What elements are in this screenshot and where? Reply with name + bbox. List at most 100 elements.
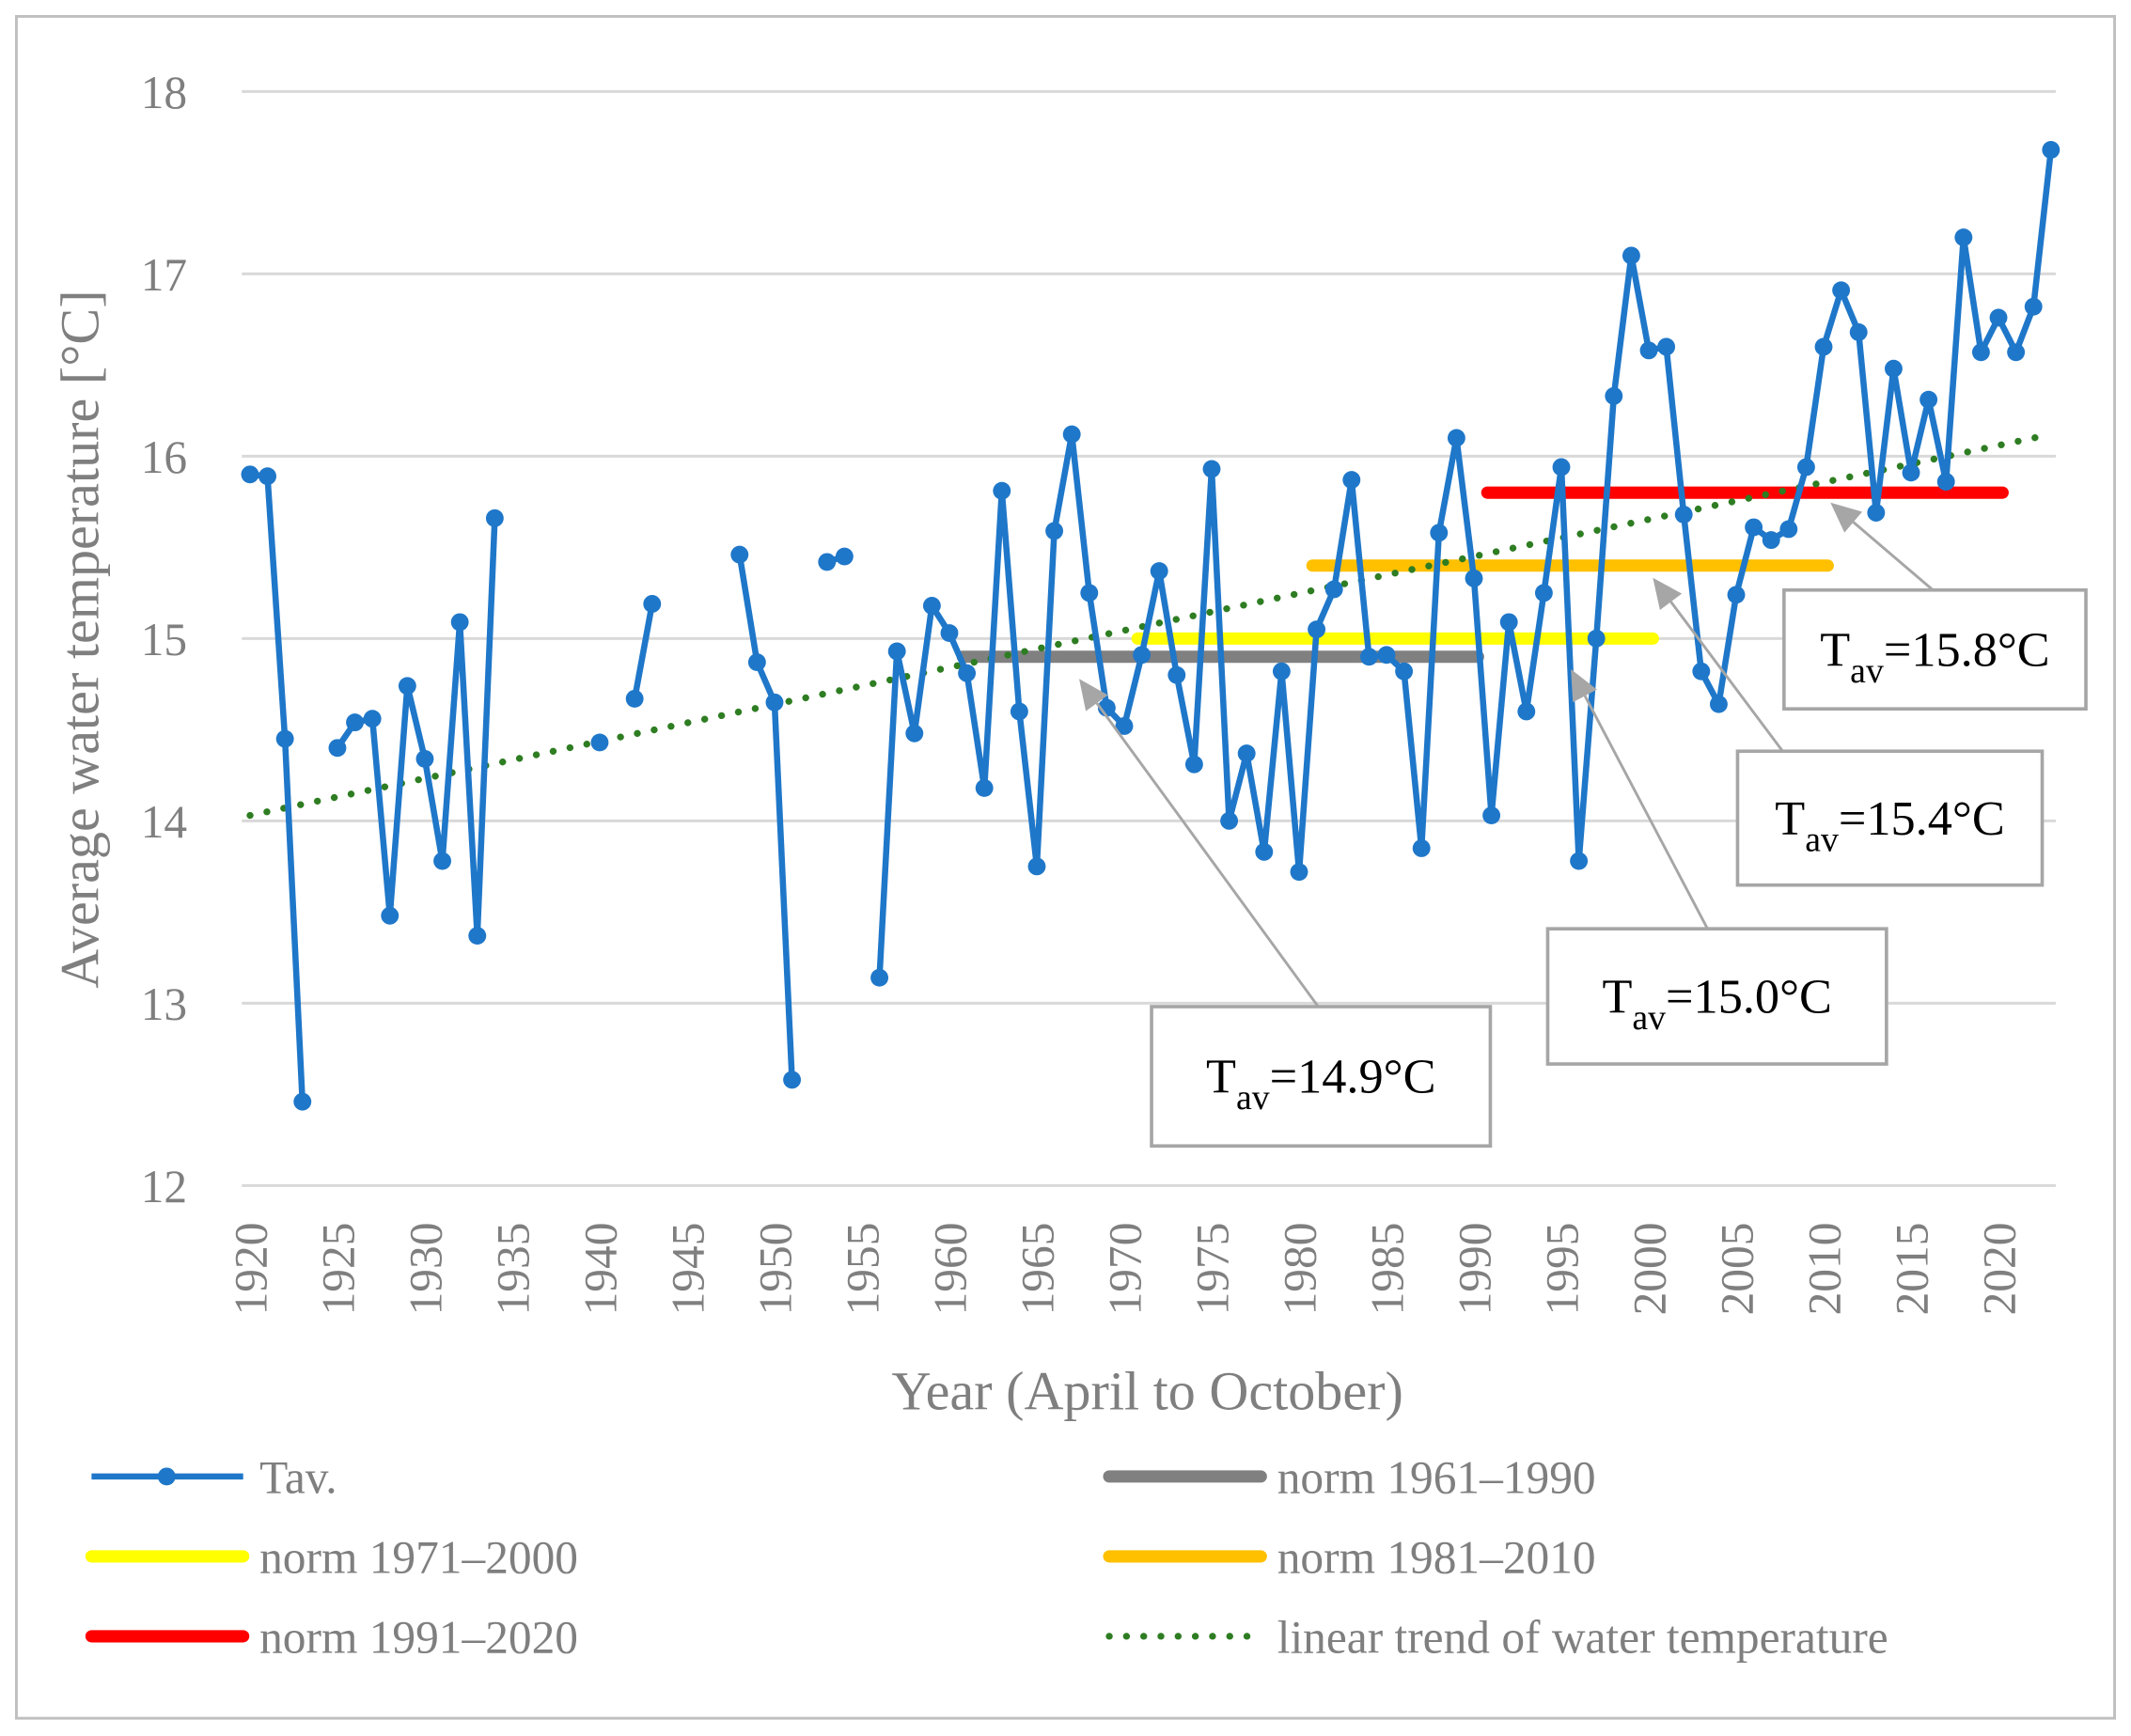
data-point-2022 (2024, 297, 2043, 316)
data-point-1929 (398, 677, 416, 696)
data-point-1965 (1027, 857, 1046, 876)
data-point-2000 (1639, 341, 1658, 360)
annotation-arrow-line (1852, 521, 1935, 591)
legend-marker-tav (157, 1467, 176, 1486)
annotation-label: Tav=15.0°C (1602, 970, 1831, 1038)
data-point-1990 (1465, 569, 1483, 587)
data-point-1953 (818, 553, 837, 571)
data-point-2003 (1692, 662, 1711, 680)
data-point-1943 (643, 595, 662, 613)
x-tick-label: 1940 (574, 1223, 626, 1316)
x-tick-label: 1920 (225, 1223, 276, 1316)
x-tick-label: 1945 (662, 1223, 713, 1316)
data-point-1994 (1534, 584, 1553, 602)
data-point-1920 (241, 465, 259, 484)
x-tick-label: 1975 (1186, 1223, 1238, 1316)
data-point-1979 (1272, 662, 1291, 680)
data-point-1925 (328, 739, 347, 758)
trend-line-path (246, 430, 2055, 820)
data-point-2007 (1762, 531, 1780, 550)
data-point-1971 (1133, 646, 1152, 665)
x-tick-label: 1960 (924, 1223, 976, 1316)
annotation-arrowhead (1079, 679, 1108, 712)
annotation-t: T (1820, 622, 1850, 677)
data-point-1974 (1184, 755, 1203, 774)
annotation-value: =15.4°C (1839, 791, 2005, 846)
annotation-sub: av (1236, 1078, 1270, 1118)
annotation-label: Tav=15.8°C (1820, 622, 2049, 690)
data-point-1956 (870, 968, 889, 987)
data-point-1983 (1342, 471, 1361, 490)
data-point-2019 (1971, 343, 1990, 362)
data-point-2001 (1657, 337, 1676, 356)
legend-label: norm 1961–1990 (1277, 1451, 1596, 1503)
data-point-1997 (1587, 629, 1606, 648)
annotation-value: =14.9°C (1270, 1050, 1436, 1104)
data-point-1923 (293, 1092, 312, 1111)
x-tick-label: 2005 (1711, 1223, 1763, 1316)
data-point-1996 (1570, 852, 1589, 870)
data-point-1934 (485, 508, 504, 527)
data-point-2010 (1814, 337, 1833, 356)
data-point-1927 (363, 710, 382, 728)
data-point-1993 (1517, 702, 1536, 721)
data-point-1933 (468, 927, 487, 946)
data-point-1986 (1395, 662, 1414, 680)
annotation-arrowhead (1830, 502, 1863, 533)
data-point-1989 (1447, 429, 1465, 447)
data-point-1985 (1377, 646, 1396, 665)
annotation-t: T (1206, 1050, 1236, 1104)
x-tick-label: 1995 (1536, 1223, 1588, 1316)
tav-line-segment (631, 602, 655, 699)
data-point-2017 (1936, 473, 1955, 491)
data-point-1975 (1202, 460, 1221, 478)
trend-line (246, 430, 2055, 820)
tav-line-segment (736, 554, 795, 1080)
data-point-1978 (1255, 842, 1274, 861)
x-tick-label: 2010 (1798, 1223, 1850, 1316)
annotation-arrow-line (1669, 601, 1784, 753)
x-tick-label: 1965 (1011, 1223, 1063, 1316)
annotation-box (1735, 749, 2045, 887)
annotation-arrowhead (1571, 669, 1597, 703)
x-tick-label: 2015 (1886, 1223, 1937, 1316)
annotation-value: =15.0°C (1666, 970, 1832, 1024)
data-point-1928 (381, 906, 400, 925)
data-point-1950 (765, 693, 784, 712)
x-tick-label: 1970 (1099, 1223, 1151, 1316)
annotation-t: T (1602, 970, 1632, 1024)
legend-label: norm 1971–2000 (259, 1531, 578, 1583)
data-point-2020 (1989, 308, 2008, 327)
y-tick-label: 12 (141, 1161, 187, 1212)
legend-label: norm 1981–2010 (1277, 1531, 1596, 1583)
data-point-1961 (958, 664, 977, 682)
data-point-1963 (993, 481, 1011, 500)
data-point-2021 (2007, 343, 2026, 362)
y-tick-label: 18 (141, 67, 187, 118)
data-point-1932 (450, 613, 469, 632)
y-tick-label: 16 (141, 431, 187, 483)
x-axis-title: Year (April to October) (891, 1361, 1402, 1422)
data-point-1980 (1290, 863, 1308, 882)
y-tick-label: 15 (141, 614, 187, 665)
data-point-1999 (1622, 246, 1640, 265)
y-tick-label: 17 (141, 249, 187, 301)
annotation-value: =15.8°C (1884, 622, 2050, 677)
data-point-1981 (1308, 620, 1326, 639)
data-point-1982 (1324, 580, 1343, 599)
data-point-1967 (1062, 425, 1081, 444)
data-point-1930 (415, 749, 434, 768)
data-point-2023 (2042, 140, 2060, 159)
data-point-1984 (1359, 648, 1378, 666)
y-tick-label: 14 (141, 796, 187, 848)
data-point-1957 (887, 642, 906, 661)
annotation-box (1150, 1005, 1493, 1149)
data-point-2015 (1902, 463, 1920, 482)
data-point-2005 (1727, 586, 1746, 604)
x-tick-label: 2000 (1623, 1223, 1675, 1316)
data-point-1973 (1167, 665, 1186, 684)
data-point-1922 (275, 729, 294, 748)
x-tick-label: 1925 (312, 1223, 364, 1316)
data-point-2008 (1779, 520, 1798, 539)
